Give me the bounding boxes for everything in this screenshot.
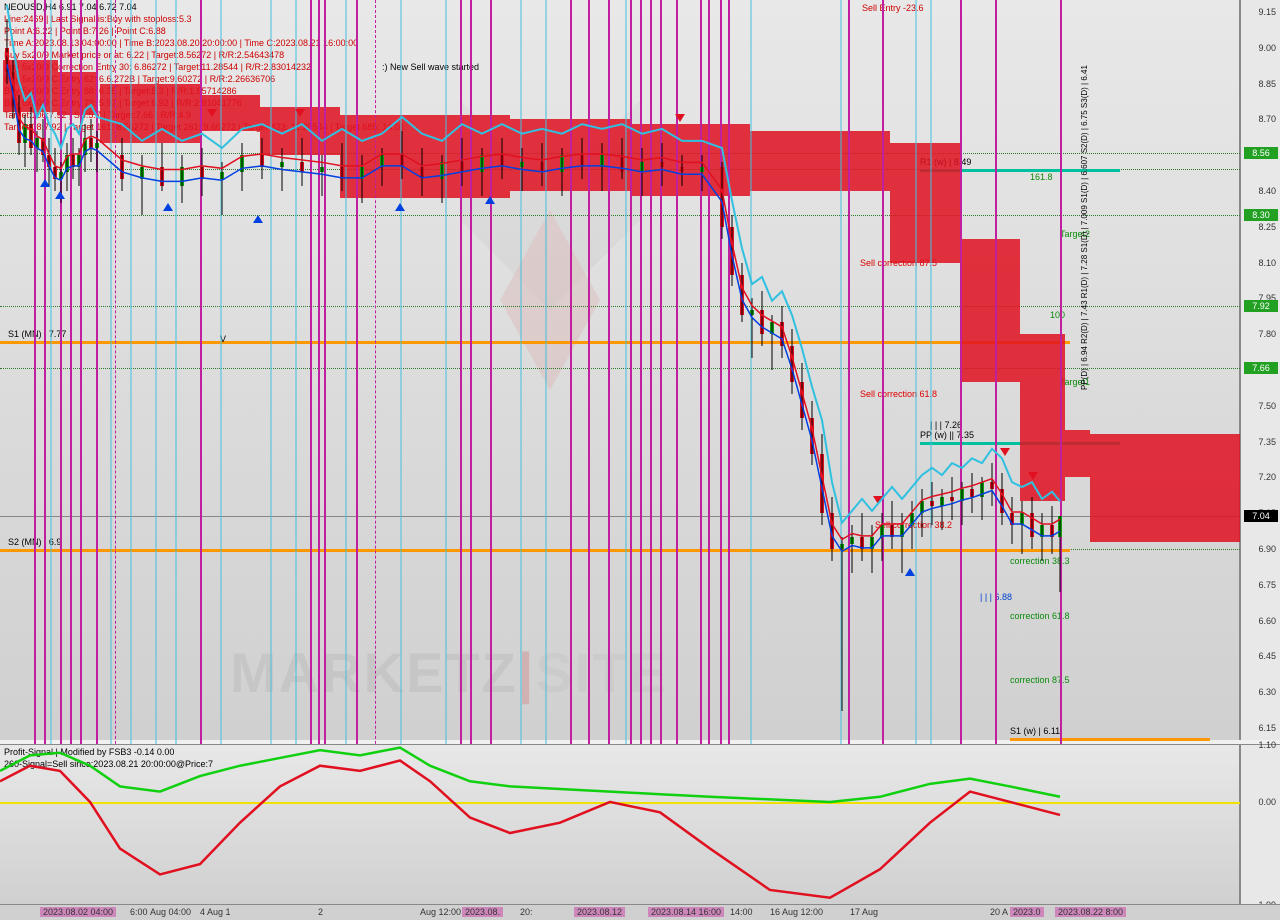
x-tick: 4 Aug 1	[200, 907, 231, 917]
x-tick: Aug 12:00	[420, 907, 461, 917]
x-tick: 14:00	[730, 907, 753, 917]
ind-y-tick: 0.00	[1258, 797, 1276, 807]
y-tick: 8.70	[1258, 114, 1276, 124]
x-tick: 17 Aug	[850, 907, 878, 917]
x-tick: 20 A	[990, 907, 1008, 917]
x-tick: 16 Aug 12:00	[770, 907, 823, 917]
x-tick: 2023.08.22 8:00	[1055, 907, 1126, 917]
ind-y-tick: 1.10	[1258, 740, 1276, 750]
main-chart[interactable]: MARKETZ|SITE NEOUSD,H4 6.91 7.04 6.72 7.…	[0, 0, 1240, 740]
x-tick: 2	[318, 907, 323, 917]
y-tick: 9.00	[1258, 43, 1276, 53]
y-tick: 6.30	[1258, 687, 1276, 697]
y-tick: 7.50	[1258, 401, 1276, 411]
indicator-panel[interactable]: Profit-Signal | Modified by FSB3 -0.14 0…	[0, 744, 1240, 904]
y-marker: 7.04	[1244, 510, 1278, 522]
x-tick: 2023.08.12	[574, 907, 625, 917]
y-tick: 7.80	[1258, 329, 1276, 339]
moving-average-lines	[0, 0, 1240, 740]
y-tick: 6.15	[1258, 723, 1276, 733]
x-tick: 20:	[520, 907, 533, 917]
y-tick: 6.75	[1258, 580, 1276, 590]
y-tick: 7.35	[1258, 437, 1276, 447]
y-marker: 7.66	[1244, 362, 1278, 374]
y-tick: 8.25	[1258, 222, 1276, 232]
y-tick: 6.90	[1258, 544, 1276, 554]
x-tick: 2023.08.	[462, 907, 503, 917]
y-marker: 8.56	[1244, 147, 1278, 159]
y-tick: 9.15	[1258, 7, 1276, 17]
indicator-y-axis: 1.100.00-1.99	[1240, 744, 1280, 904]
x-tick: 2023.08.14 16:00	[648, 907, 724, 917]
y-marker: 8.30	[1244, 209, 1278, 221]
x-tick: Aug 04:00	[150, 907, 191, 917]
indicator-lines	[0, 745, 1240, 905]
x-tick: 2023.08.02 04:00	[40, 907, 116, 917]
x-tick: 2023.0	[1010, 907, 1044, 917]
x-tick: 6:00	[130, 907, 148, 917]
y-tick: 7.20	[1258, 472, 1276, 482]
y-tick: 6.45	[1258, 651, 1276, 661]
y-tick: 8.10	[1258, 258, 1276, 268]
price-y-axis: 9.159.008.858.708.558.408.258.107.957.80…	[1240, 0, 1280, 740]
time-x-axis: 2023.08.02 04:00 6:00Aug 04:00 4 Aug 1 2 Aug…	[0, 904, 1280, 920]
y-tick: 6.60	[1258, 616, 1276, 626]
y-marker: 7.92	[1244, 300, 1278, 312]
y-tick: 8.85	[1258, 79, 1276, 89]
y-tick: 8.40	[1258, 186, 1276, 196]
